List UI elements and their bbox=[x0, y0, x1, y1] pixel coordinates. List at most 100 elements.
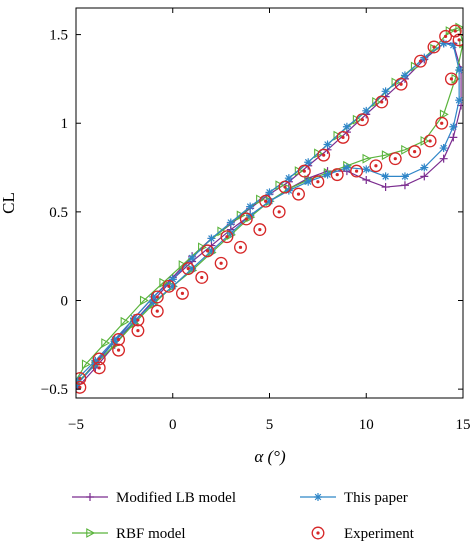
data-point bbox=[131, 313, 145, 327]
data-point bbox=[400, 181, 409, 190]
data-point bbox=[304, 158, 313, 167]
data-point bbox=[76, 380, 87, 394]
data-point bbox=[91, 356, 100, 365]
data-point bbox=[253, 223, 267, 237]
data-point bbox=[112, 333, 126, 346]
data-point bbox=[350, 164, 364, 178]
data-point bbox=[439, 109, 449, 120]
y-tick-label: −0.5 bbox=[41, 382, 68, 398]
data-point bbox=[284, 174, 293, 183]
data-point bbox=[201, 244, 215, 258]
data-point bbox=[130, 314, 139, 323]
data-point bbox=[110, 335, 119, 344]
data-point bbox=[195, 271, 209, 284]
legend-entry: This paper bbox=[300, 490, 408, 506]
data-point bbox=[92, 352, 106, 366]
data-point bbox=[120, 316, 130, 327]
data-point bbox=[175, 286, 189, 300]
data-point bbox=[246, 202, 255, 211]
data-point bbox=[455, 96, 463, 105]
legend-marker bbox=[86, 528, 96, 538]
data-point bbox=[188, 264, 197, 273]
data-point bbox=[355, 113, 369, 127]
data-point bbox=[420, 163, 429, 172]
data-point bbox=[162, 279, 176, 293]
legend-label: RBF model bbox=[116, 526, 186, 542]
data-point bbox=[139, 295, 149, 306]
x-tick-label: 5 bbox=[266, 417, 274, 433]
data-point bbox=[272, 205, 286, 219]
x-tick-label: 0 bbox=[169, 417, 177, 433]
data-point bbox=[459, 38, 463, 49]
legend-marker bbox=[86, 493, 94, 501]
data-point bbox=[400, 71, 409, 80]
data-point bbox=[400, 172, 409, 181]
data-point bbox=[381, 87, 390, 96]
data-point bbox=[149, 292, 158, 301]
data-point bbox=[401, 144, 411, 155]
legend-label: This paper bbox=[344, 490, 408, 506]
data-point bbox=[439, 144, 448, 153]
data-point bbox=[234, 240, 247, 254]
data-point bbox=[304, 177, 313, 186]
data-point bbox=[439, 29, 453, 43]
data-point bbox=[168, 275, 177, 284]
data-point bbox=[362, 153, 372, 164]
x-tick-label: 15 bbox=[456, 417, 471, 433]
data-point bbox=[207, 246, 216, 255]
x-tick-label: 10 bbox=[359, 417, 374, 433]
data-point bbox=[423, 134, 437, 148]
data-point bbox=[413, 54, 427, 68]
series-line bbox=[76, 42, 462, 390]
series-this-paper bbox=[76, 39, 463, 390]
data-point bbox=[188, 253, 197, 262]
data-point bbox=[265, 188, 274, 197]
legend-entry: Modified LB model bbox=[72, 490, 236, 506]
data-point bbox=[297, 164, 311, 178]
data-point bbox=[444, 72, 458, 86]
series-experiment bbox=[76, 24, 463, 394]
x-axis-title: α (°) bbox=[254, 447, 286, 466]
data-point bbox=[448, 24, 462, 38]
legend-label: Modified LB model bbox=[116, 490, 236, 506]
legend: Modified LB model This paper RBF model Expe… bbox=[72, 490, 415, 542]
data-point bbox=[336, 130, 350, 144]
data-point bbox=[330, 168, 344, 182]
series-line bbox=[76, 42, 460, 386]
y-tick-label: 1.5 bbox=[49, 28, 68, 44]
data-point bbox=[150, 304, 164, 318]
y-tick-label: 0.5 bbox=[49, 205, 68, 221]
data-point bbox=[449, 133, 458, 142]
data-point bbox=[388, 152, 402, 166]
axis-layer: −5 0 5 10 15 −0.5 0 0.5 1 1.5 bbox=[41, 8, 471, 433]
data-point bbox=[394, 77, 408, 91]
legend-entry: Experiment bbox=[311, 526, 415, 542]
data-point bbox=[439, 154, 448, 163]
data-point bbox=[362, 175, 371, 184]
data-point bbox=[381, 183, 390, 192]
data-point bbox=[214, 256, 228, 270]
data-point bbox=[427, 40, 441, 54]
data-point bbox=[168, 282, 177, 291]
data-point bbox=[92, 361, 106, 375]
data-point bbox=[101, 338, 111, 348]
data-point bbox=[259, 194, 273, 208]
data-point bbox=[369, 159, 383, 173]
data-point bbox=[449, 41, 458, 50]
data-point bbox=[76, 372, 87, 385]
data-point bbox=[207, 234, 216, 243]
y-tick-label: 1 bbox=[61, 116, 69, 132]
data-point bbox=[362, 165, 371, 174]
data-point bbox=[408, 145, 422, 159]
data-point bbox=[362, 106, 371, 115]
legend-marker bbox=[311, 526, 325, 540]
data-point bbox=[226, 218, 235, 227]
data-point bbox=[131, 324, 145, 338]
data-point bbox=[181, 262, 195, 276]
data-point bbox=[381, 150, 391, 161]
data-point bbox=[455, 22, 463, 33]
data-point bbox=[342, 122, 351, 131]
y-tick-label: 0 bbox=[61, 294, 69, 310]
data-point bbox=[455, 66, 463, 75]
